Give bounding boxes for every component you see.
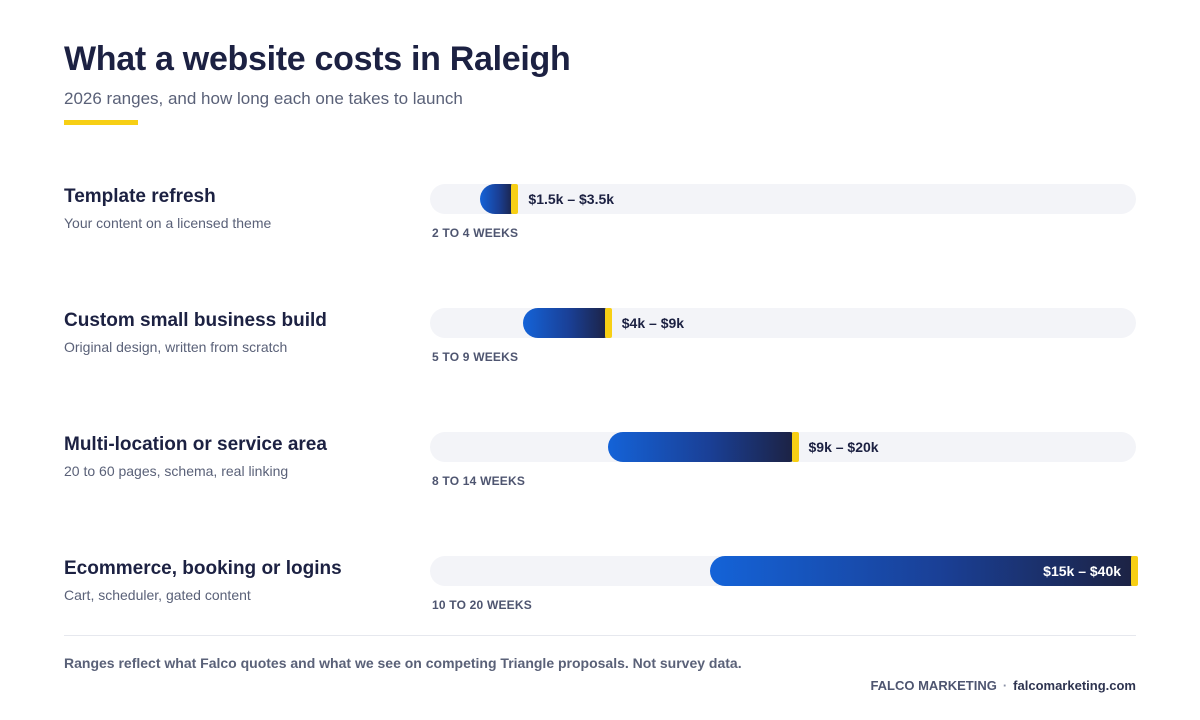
page-subtitle: 2026 ranges, and how long each one takes… — [64, 89, 463, 108]
footer-credit: FALCO MARKETING · falcomarketing.com — [870, 678, 1136, 693]
timeline-label: 5 TO 9 WEEKS — [432, 350, 519, 364]
range-value-label: $1.5k – $3.5k — [528, 191, 615, 207]
range-track: $15k – $40k — [430, 556, 1139, 586]
chart-row: Ecommerce, booking or logins Cart, schedu… — [0, 556, 1200, 638]
range-high-marker — [604, 308, 612, 338]
range-bar — [709, 556, 1134, 586]
range-value-label: $15k – $40k — [1043, 563, 1122, 579]
row-label: Ecommerce, booking or logins — [64, 558, 342, 579]
row-description: Cart, scheduler, gated content — [64, 587, 251, 603]
range-bar — [522, 308, 608, 338]
range-high-marker — [511, 184, 519, 214]
footnote: Ranges reflect what Falco quotes and wha… — [64, 655, 742, 671]
chart-row: Multi-location or service area 20 to 60 p… — [0, 432, 1200, 514]
range-track: $9k – $20k — [430, 432, 1136, 462]
row-description: 20 to 60 pages, schema, real linking — [64, 463, 289, 479]
footer-brand: FALCO MARKETING — [870, 678, 997, 693]
timeline-label: 8 TO 14 WEEKS — [432, 474, 526, 488]
row-description: Your content on a licensed theme — [64, 215, 272, 231]
row-label: Template refresh — [64, 186, 216, 207]
range-high-marker — [1131, 556, 1139, 586]
range-track: $4k – $9k — [430, 308, 1136, 338]
footer-separator: · — [1002, 678, 1008, 693]
chart-row: Custom small business build Original desi… — [0, 308, 1200, 390]
range-bar — [480, 184, 515, 214]
range-bar — [607, 432, 795, 462]
chart-row: Template refresh Your content on a licens… — [0, 184, 1200, 266]
timeline-label: 10 TO 20 WEEKS — [432, 598, 532, 612]
row-description: Original design, written from scratch — [64, 339, 288, 355]
row-label: Multi-location or service area — [64, 434, 327, 455]
row-label: Custom small business build — [64, 310, 327, 331]
range-high-marker — [791, 432, 799, 462]
page-title: What a website costs in Raleigh — [64, 40, 571, 78]
title-accent-rule — [64, 120, 138, 125]
footer-divider — [64, 635, 1136, 636]
range-track: $1.5k – $3.5k — [430, 184, 1136, 214]
range-value-label: $9k – $20k — [808, 439, 879, 455]
timeline-label: 2 TO 4 WEEKS — [432, 226, 519, 240]
range-value-label: $4k – $9k — [621, 315, 685, 331]
footer-url-link[interactable]: falcomarketing.com — [1013, 678, 1136, 693]
